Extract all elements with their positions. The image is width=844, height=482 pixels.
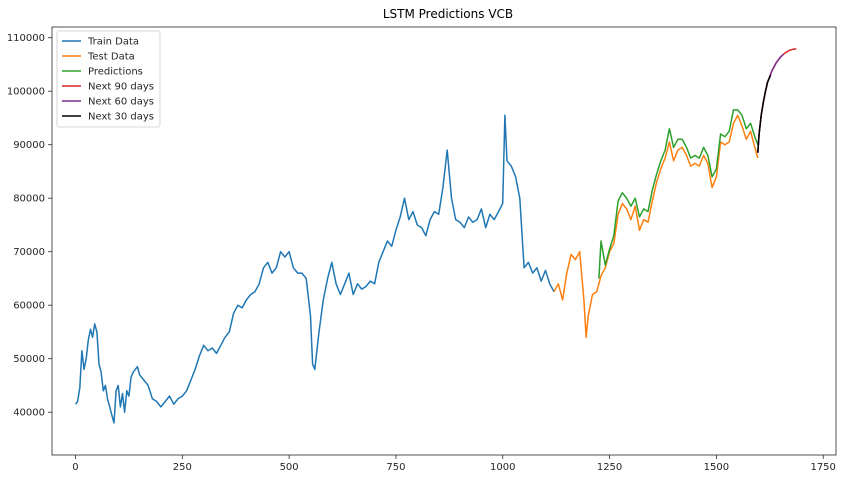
legend: Train Data Test Data Predictions Next 90 da… [56, 30, 161, 128]
x-tick-label: 250 [173, 462, 192, 473]
series-line-5 [757, 74, 772, 153]
y-axis: 40000 50000 60000 70000 80000 90000 100000 1100… [7, 33, 52, 419]
legend-box [56, 30, 161, 128]
y-tick-label: 40000 [13, 408, 45, 419]
y-tick-label: 60000 [13, 301, 45, 312]
y-tick-label: 90000 [13, 140, 45, 151]
legend-label: Next 30 days [88, 112, 154, 123]
y-tick-label: 110000 [7, 33, 45, 44]
series-line-2 [598, 109, 759, 279]
y-tick-label: 50000 [13, 354, 45, 365]
x-tick-label: 0 [72, 462, 78, 473]
chart-title: LSTM Predictions VCB [383, 7, 513, 21]
x-tick-label: 1750 [810, 462, 835, 473]
legend-label: Next 90 days [88, 82, 154, 93]
plot-area [74, 47, 797, 424]
legend-label: Predictions [88, 67, 143, 78]
x-tick-label: 500 [280, 462, 299, 473]
legend-label: Next 60 days [88, 97, 154, 108]
y-tick-label: 80000 [13, 194, 45, 205]
legend-label: Test Data [87, 52, 135, 63]
x-tick-label: 1250 [597, 462, 622, 473]
y-tick-label: 100000 [7, 87, 45, 98]
legend-label: Train Data [87, 37, 139, 48]
x-tick-label: 1500 [704, 462, 729, 473]
plot-frame [51, 26, 837, 456]
x-tick-label: 750 [386, 462, 405, 473]
y-tick-label: 70000 [13, 247, 45, 258]
x-axis: 0 250 500 750 1000 1250 1500 1750 [72, 455, 836, 473]
series-line-0 [74, 114, 555, 424]
x-tick-label: 1000 [490, 462, 515, 473]
series-line-1 [553, 114, 759, 339]
